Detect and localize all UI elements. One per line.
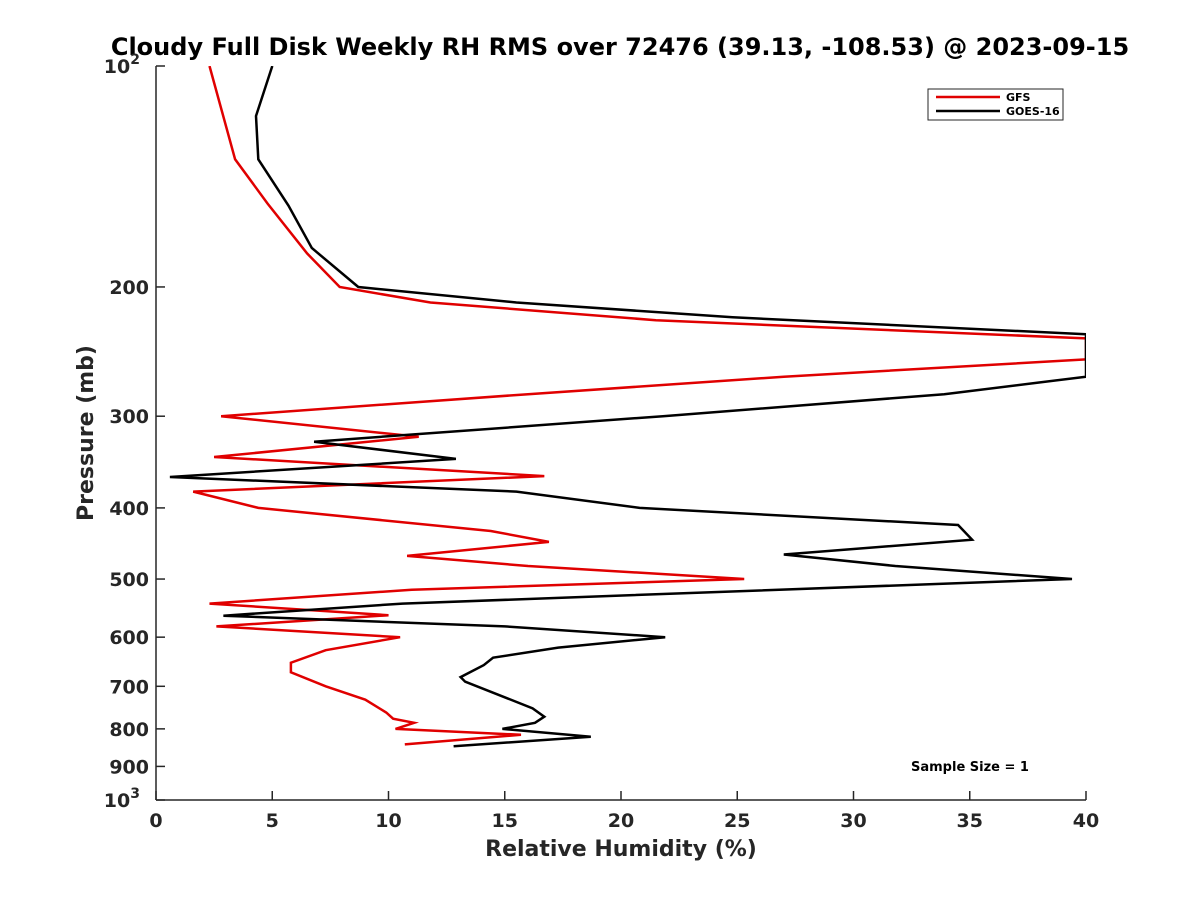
y-tick-exponent: 2 — [130, 52, 140, 68]
legend-gfs-label: GFS — [1006, 91, 1031, 104]
y-tick-exponent: 3 — [130, 786, 140, 802]
legend: GFS GOES-16 — [927, 88, 1064, 121]
x-axis-ticks: 0 5 10 15 20 25 30 35 40 — [149, 791, 1099, 832]
series-line-gfs — [192, 66, 1086, 746]
y-tick-label: 600 — [109, 627, 149, 649]
y-tick-label: 500 — [109, 569, 149, 591]
plot-area — [156, 66, 1086, 800]
y-tick-base: 10 — [104, 790, 130, 812]
x-tick-label: 5 — [266, 810, 279, 832]
y-tick-label: 200 — [109, 277, 149, 299]
y-tick-label: 900 — [109, 756, 149, 778]
y-tick-label: 800 — [109, 719, 149, 741]
y-tick-label: 700 — [109, 676, 149, 698]
legend-goes-label: GOES-16 — [1006, 105, 1060, 118]
chart-title: Cloudy Full Disk Weekly RH RMS over 7247… — [111, 33, 1129, 61]
x-tick-label: 10 — [375, 810, 401, 832]
x-tick-label: 25 — [724, 810, 750, 832]
x-tick-label: 30 — [840, 810, 866, 832]
x-tick-label: 35 — [957, 810, 983, 832]
sample-size-annotation: Sample Size = 1 — [911, 760, 1029, 775]
y-tick-label: 300 — [109, 406, 149, 428]
y-tick-base: 10 — [104, 56, 130, 78]
legend-box — [927, 88, 1064, 121]
y-tick-label: 102 — [104, 52, 140, 78]
x-tick-label: 0 — [149, 810, 162, 832]
x-tick-label: 20 — [608, 810, 634, 832]
y-tick-label: 103 — [104, 786, 140, 812]
series-layer — [169, 66, 1086, 748]
x-axis-label: Relative Humidity (%) — [485, 837, 757, 862]
x-tick-label: 40 — [1073, 810, 1099, 832]
x-tick-label: 15 — [492, 810, 518, 832]
y-tick-label: 400 — [109, 498, 149, 520]
series-line-goes-16 — [169, 66, 1086, 748]
y-axis-label: Pressure (mb) — [74, 345, 99, 521]
